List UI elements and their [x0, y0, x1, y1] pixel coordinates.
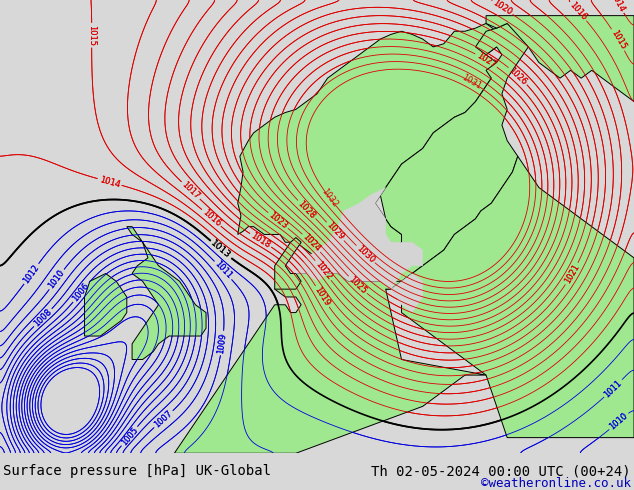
Text: 1011: 1011 — [212, 260, 233, 281]
Text: 1021: 1021 — [563, 263, 581, 285]
Text: 1015: 1015 — [87, 24, 96, 46]
Polygon shape — [296, 188, 423, 313]
Polygon shape — [127, 226, 206, 360]
Text: 1009: 1009 — [217, 332, 228, 354]
Text: 1030: 1030 — [354, 244, 376, 265]
Text: 1023: 1023 — [267, 211, 289, 231]
Text: 1005: 1005 — [119, 425, 139, 447]
Text: 1025: 1025 — [347, 274, 368, 295]
Text: 1016: 1016 — [200, 208, 223, 228]
Polygon shape — [486, 16, 634, 101]
Text: 1032: 1032 — [320, 187, 339, 209]
Text: 1013: 1013 — [209, 239, 233, 261]
Text: 1031: 1031 — [460, 73, 482, 91]
Text: 1015: 1015 — [609, 28, 628, 51]
Polygon shape — [238, 24, 518, 273]
Text: Th 02-05-2024 00:00 UTC (00+24): Th 02-05-2024 00:00 UTC (00+24) — [371, 465, 631, 478]
Text: 1026: 1026 — [507, 65, 529, 86]
Text: 1020: 1020 — [491, 0, 514, 17]
Text: 1027: 1027 — [475, 51, 498, 70]
Text: 1018: 1018 — [249, 231, 272, 250]
Text: 1011: 1011 — [212, 260, 233, 281]
Text: 1014: 1014 — [98, 175, 121, 189]
Text: 1010: 1010 — [47, 269, 67, 291]
Text: 1007: 1007 — [153, 409, 174, 430]
Text: Surface pressure [hPa] UK-Global: Surface pressure [hPa] UK-Global — [3, 465, 271, 478]
Text: 1024: 1024 — [301, 232, 322, 253]
Text: 1014: 1014 — [609, 0, 626, 14]
Text: 1012: 1012 — [22, 263, 41, 285]
Text: 1011: 1011 — [602, 378, 624, 399]
Text: ©weatheronline.co.uk: ©weatheronline.co.uk — [481, 477, 631, 490]
Text: 1010: 1010 — [47, 269, 67, 291]
Text: 1017: 1017 — [180, 180, 202, 201]
Text: 1019: 1019 — [313, 285, 332, 308]
Text: 1007: 1007 — [153, 409, 174, 430]
Text: 1025: 1025 — [347, 274, 368, 295]
Text: 1012: 1012 — [22, 263, 41, 285]
Text: 1022: 1022 — [313, 259, 333, 281]
Text: 1011: 1011 — [602, 378, 624, 399]
Text: 1024: 1024 — [301, 232, 322, 253]
Text: 1027: 1027 — [475, 51, 498, 70]
Polygon shape — [84, 273, 127, 336]
Text: 1016: 1016 — [567, 0, 588, 22]
Polygon shape — [401, 156, 634, 438]
Text: 1016: 1016 — [567, 0, 588, 22]
Text: 1023: 1023 — [267, 211, 289, 231]
Text: 1020: 1020 — [491, 0, 514, 17]
Polygon shape — [174, 273, 486, 453]
Text: 1006: 1006 — [71, 281, 91, 303]
Text: 1018: 1018 — [249, 231, 272, 250]
Text: 1021: 1021 — [563, 263, 581, 285]
Text: 1015: 1015 — [87, 24, 96, 46]
Text: 1010: 1010 — [608, 411, 630, 432]
Text: 1014: 1014 — [98, 175, 121, 189]
Text: 1029: 1029 — [325, 220, 346, 242]
Text: 1008: 1008 — [32, 307, 54, 328]
Text: 1016: 1016 — [200, 208, 223, 228]
Polygon shape — [275, 238, 301, 289]
Text: 1006: 1006 — [71, 281, 91, 303]
Polygon shape — [296, 24, 528, 289]
Text: 1028: 1028 — [296, 199, 317, 221]
Text: 1029: 1029 — [325, 220, 346, 242]
Text: 1008: 1008 — [32, 307, 54, 328]
Text: 1022: 1022 — [313, 259, 333, 281]
Text: 1028: 1028 — [296, 199, 317, 221]
Text: 1005: 1005 — [119, 425, 139, 447]
Text: 1015: 1015 — [609, 28, 628, 51]
Text: 1030: 1030 — [354, 244, 376, 265]
Text: 1017: 1017 — [180, 180, 202, 201]
Text: 1013: 1013 — [209, 239, 233, 261]
Text: 1009: 1009 — [217, 332, 228, 354]
Text: 1019: 1019 — [313, 285, 332, 308]
Text: 1026: 1026 — [507, 65, 529, 86]
Text: 1010: 1010 — [608, 411, 630, 432]
Text: 1014: 1014 — [609, 0, 626, 14]
